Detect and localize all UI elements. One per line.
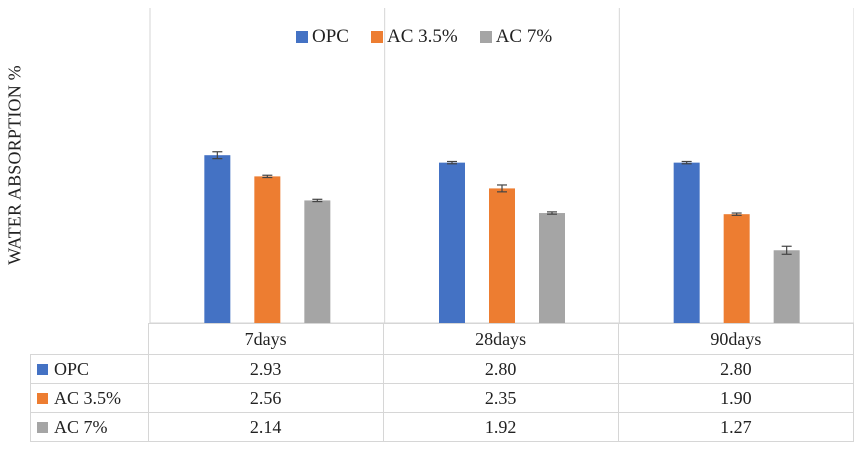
legend-label-ac35: AC 3.5% — [386, 26, 458, 47]
data-label: 2.80 — [617, 354, 854, 384]
table-row-ac7: AC 7% 2.14 1.92 1.27 — [30, 412, 854, 442]
error-bar — [312, 198, 323, 203]
bar — [489, 188, 515, 323]
error-bar — [212, 151, 223, 160]
data-label: 1.90 — [617, 383, 854, 413]
row-label-opc: OPC — [54, 358, 90, 379]
error-bar — [731, 212, 742, 216]
error-bar — [497, 184, 507, 193]
table-corner — [30, 323, 149, 355]
error-bar — [547, 211, 557, 215]
data-label: 2.93 — [147, 354, 384, 384]
row-header-opc: OPC — [30, 354, 149, 384]
legend-label-opc: OPC — [312, 26, 349, 47]
bar — [539, 213, 565, 323]
category-row: 7days 28days 90days — [30, 323, 854, 355]
legend-label-ac7: AC 7% — [495, 26, 553, 47]
legend-swatch-ac35 — [370, 31, 383, 43]
error-bar — [262, 174, 273, 179]
table-row-opc: OPC 2.93 2.80 2.80 — [30, 354, 854, 384]
data-label: 2.14 — [147, 412, 384, 442]
legend-swatch-ac7 — [479, 31, 492, 43]
category-label: 90days — [617, 323, 854, 355]
bar — [439, 162, 465, 323]
legend-swatch-opc — [296, 31, 308, 43]
data-label: 1.92 — [382, 412, 619, 442]
row-swatch-ac7 — [37, 421, 48, 433]
y-axis-label: WATER ABSORPTION % — [4, 65, 25, 265]
category-label: 7days — [147, 323, 384, 355]
row-header-ac7: AC 7% — [30, 412, 149, 442]
error-bars — [212, 151, 792, 255]
bar — [254, 176, 281, 323]
error-bar — [781, 245, 792, 255]
row-swatch-opc — [37, 363, 48, 375]
row-label-ac35: AC 3.5% — [54, 387, 121, 408]
bar — [204, 155, 231, 323]
bar — [673, 162, 700, 323]
legend: OPC AC 3.5% AC 7% — [296, 26, 552, 48]
row-header-ac35: AC 3.5% — [30, 383, 149, 413]
legend-item-opc: OPC — [296, 26, 349, 48]
row-swatch-ac35 — [37, 392, 48, 404]
error-bar — [447, 160, 457, 165]
bar — [304, 200, 331, 323]
error-bar — [681, 160, 692, 165]
data-label: 1.27 — [617, 412, 854, 442]
row-label-ac7: AC 7% — [54, 416, 108, 437]
data-label: 2.80 — [382, 354, 619, 384]
y-axis-label-container: WATER ABSORPTION % — [0, 0, 30, 462]
data-label: 2.35 — [382, 383, 619, 413]
legend-item-ac35: AC 3.5% — [370, 26, 458, 48]
category-label: 28days — [382, 323, 619, 355]
table-row-ac35: AC 3.5% 2.56 2.35 1.90 — [30, 383, 854, 413]
data-table: 7days 28days 90days OPC 2.93 2.80 2.80 A… — [30, 323, 854, 442]
legend-item-ac7: AC 7% — [479, 26, 553, 48]
bars — [204, 155, 800, 323]
bar — [773, 250, 800, 323]
bar — [723, 214, 750, 323]
data-label: 2.56 — [147, 383, 384, 413]
